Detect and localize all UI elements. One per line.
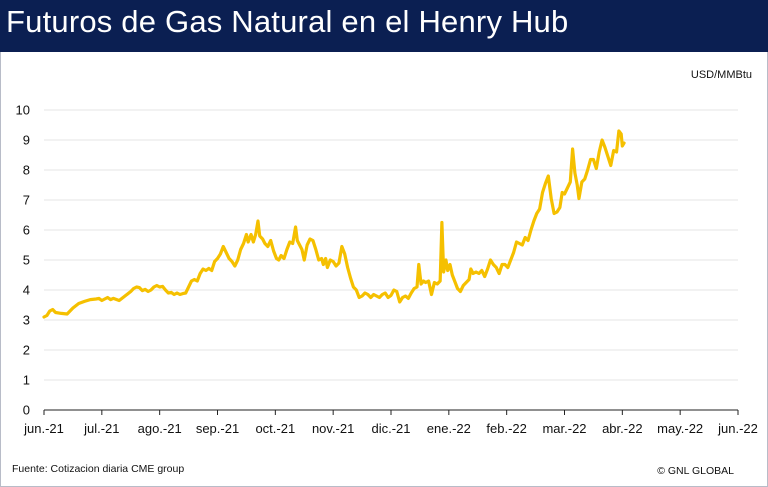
x-tick-label-8: feb.-22 bbox=[486, 421, 526, 436]
y-tick-label-5: 5 bbox=[23, 253, 30, 268]
copyright-note: © GNL GLOBAL bbox=[657, 465, 734, 477]
y-axis-unit-label: USD/MMBtu bbox=[690, 69, 752, 81]
x-tick-label-1: jul.-21 bbox=[83, 421, 119, 436]
x-tick-label-0: jun.-21 bbox=[23, 421, 64, 436]
y-tick-label-8: 8 bbox=[23, 163, 30, 178]
x-tick-label-7: ene.-22 bbox=[427, 421, 471, 436]
x-tick-label-4: oct.-21 bbox=[255, 421, 295, 436]
y-tick-label-6: 6 bbox=[23, 223, 30, 238]
series-group bbox=[42, 129, 626, 319]
y-tick-label-7: 7 bbox=[23, 193, 30, 208]
grid-lines bbox=[44, 109, 738, 381]
x-tick-label-11: may.-22 bbox=[657, 421, 703, 436]
y-axis-ticks: 0 1 2 3 4 5 6 7 8 9 10 bbox=[16, 103, 30, 418]
x-tick-label-3: sep.-21 bbox=[196, 421, 239, 436]
y-tick-label-3: 3 bbox=[23, 313, 30, 328]
title-banner: Futuros de Gas Natural en el Henry Hub bbox=[0, 0, 768, 52]
y-tick-label-9: 9 bbox=[23, 133, 30, 148]
x-axis: jun.-21 jul.-21 ago.-21 sep.-21 oct.-21 nov.-… bbox=[23, 409, 758, 436]
y-tick-label-4: 4 bbox=[23, 283, 30, 298]
y-tick-label-10: 10 bbox=[16, 103, 30, 118]
x-tick-label-6: dic.-21 bbox=[371, 421, 410, 436]
series-line-0 bbox=[42, 129, 626, 319]
x-tick-label-9: mar.-22 bbox=[542, 421, 586, 436]
chart-title: Futuros de Gas Natural en el Henry Hub bbox=[6, 4, 569, 39]
x-tick-label-2: ago.-21 bbox=[138, 421, 182, 436]
x-tick-label-5: nov.-21 bbox=[312, 421, 354, 436]
x-tick-label-10: abr.-22 bbox=[602, 421, 642, 436]
y-tick-label-2: 2 bbox=[23, 343, 30, 358]
y-tick-label-1: 1 bbox=[23, 373, 30, 388]
y-tick-label-0: 0 bbox=[23, 403, 30, 418]
source-note: Fuente: Cotizacion diaria CME group bbox=[12, 463, 185, 475]
x-tick-label-12: jun.-22 bbox=[717, 421, 758, 436]
